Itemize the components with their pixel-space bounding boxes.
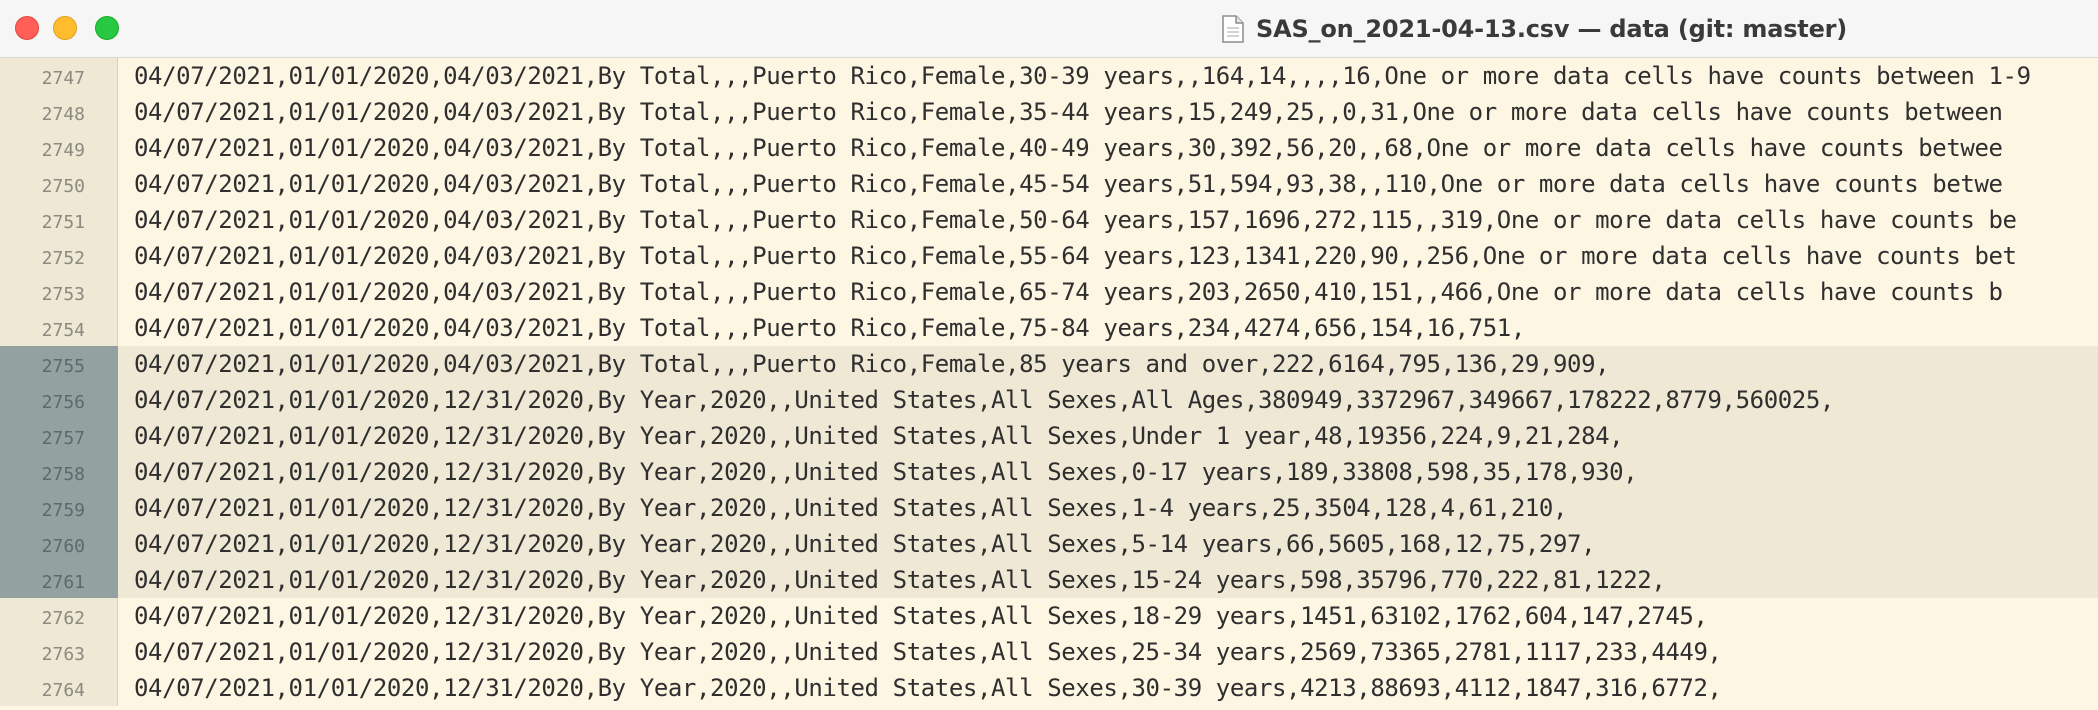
line-number: 2756 [0,382,118,418]
editor-line[interactable]: 2749 04/07/2021,01/01/2020,04/03/2021,By … [0,130,2098,166]
line-number: 2759 [0,490,118,526]
zoom-icon[interactable] [95,16,119,40]
document-icon [1222,15,1244,43]
line-text[interactable]: 04/07/2021,01/01/2020,04/03/2021,By Tota… [134,98,2003,126]
line-number: 2748 [0,94,118,130]
line-text[interactable]: 04/07/2021,01/01/2020,04/03/2021,By Tota… [134,170,2003,198]
editor-line[interactable]: 2752 04/07/2021,01/01/2020,04/03/2021,By … [0,238,2098,274]
line-text[interactable]: 04/07/2021,01/01/2020,12/31/2020,By Year… [118,382,2098,418]
line-text[interactable]: 04/07/2021,01/01/2020,12/31/2020,By Year… [118,562,2098,598]
editor-line[interactable]: 2764 04/07/2021,01/01/2020,12/31/2020,By … [0,670,2098,706]
line-text[interactable]: 04/07/2021,01/01/2020,12/31/2020,By Year… [118,526,2098,562]
editor-line[interactable]: 2761 04/07/2021,01/01/2020,12/31/2020,By … [0,562,2098,598]
line-number: 2760 [0,526,118,562]
line-number: 2751 [0,202,118,238]
line-text[interactable]: 04/07/2021,01/01/2020,12/31/2020,By Year… [134,602,1708,630]
line-text[interactable]: 04/07/2021,01/01/2020,04/03/2021,By Tota… [134,242,2017,270]
editor-line[interactable]: 2759 04/07/2021,01/01/2020,12/31/2020,By … [0,490,2098,526]
line-text[interactable]: 04/07/2021,01/01/2020,04/03/2021,By Tota… [134,134,2003,162]
line-text[interactable]: 04/07/2021,01/01/2020,04/03/2021,By Tota… [134,206,2017,234]
line-text[interactable]: 04/07/2021,01/01/2020,12/31/2020,By Year… [118,418,2098,454]
text-editor[interactable]: 2747 04/07/2021,01/01/2020,04/03/2021,By … [0,58,2098,710]
editor-line[interactable]: 2751 04/07/2021,01/01/2020,04/03/2021,By … [0,202,2098,238]
line-text[interactable]: 04/07/2021,01/01/2020,12/31/2020,By Year… [118,490,2098,526]
editor-line[interactable]: 2748 04/07/2021,01/01/2020,04/03/2021,By … [0,94,2098,130]
editor-line[interactable]: 2754 04/07/2021,01/01/2020,04/03/2021,By … [0,310,2098,346]
line-number: 2752 [0,238,118,274]
line-number: 2754 [0,310,118,346]
editor-line[interactable]: 2756 04/07/2021,01/01/2020,12/31/2020,By … [0,382,2098,418]
editor-line[interactable]: 2762 04/07/2021,01/01/2020,12/31/2020,By … [0,598,2098,634]
line-number: 2753 [0,274,118,310]
line-text[interactable]: 04/07/2021,01/01/2020,04/03/2021,By Tota… [134,62,2031,90]
minimize-icon[interactable] [53,16,77,40]
line-text[interactable]: 04/07/2021,01/01/2020,12/31/2020,By Year… [118,454,2098,490]
editor-line[interactable]: 2758 04/07/2021,01/01/2020,12/31/2020,By … [0,454,2098,490]
line-number: 2747 [0,58,118,94]
editor-line[interactable]: 2747 04/07/2021,01/01/2020,04/03/2021,By … [0,58,2098,94]
line-text[interactable]: 04/07/2021,01/01/2020,04/03/2021,By Tota… [134,278,2003,306]
line-number: 2761 [0,562,118,598]
editor-line[interactable]: 2757 04/07/2021,01/01/2020,12/31/2020,By … [0,418,2098,454]
window-title: SAS_on_2021-04-13.csv — data (git: maste… [1256,15,1848,43]
editor-line[interactable]: 2753 04/07/2021,01/01/2020,04/03/2021,By … [0,274,2098,310]
line-number: 2762 [0,598,118,634]
window-title-group: SAS_on_2021-04-13.csv — data (git: maste… [1222,10,1847,48]
line-number: 2749 [0,130,118,166]
editor-line[interactable]: 2750 04/07/2021,01/01/2020,04/03/2021,By … [0,166,2098,202]
line-text[interactable]: 04/07/2021,01/01/2020,04/03/2021,By Tota… [134,314,1525,342]
line-text[interactable]: 04/07/2021,01/01/2020,04/03/2021,By Tota… [118,346,2098,382]
line-number: 2758 [0,454,118,490]
line-number: 2757 [0,418,118,454]
editor-line[interactable]: 2760 04/07/2021,01/01/2020,12/31/2020,By … [0,526,2098,562]
title-bar[interactable]: SAS_on_2021-04-13.csv — data (git: maste… [0,0,2098,58]
line-text[interactable]: 04/07/2021,01/01/2020,12/31/2020,By Year… [134,638,1722,666]
line-number: 2755 [0,346,118,382]
line-number: 2764 [0,670,118,706]
line-number: 2763 [0,634,118,670]
close-icon[interactable] [15,16,39,40]
editor-line[interactable]: 2763 04/07/2021,01/01/2020,12/31/2020,By … [0,634,2098,670]
line-number: 2750 [0,166,118,202]
line-text[interactable]: 04/07/2021,01/01/2020,12/31/2020,By Year… [134,674,1722,702]
editor-line[interactable]: 2755 04/07/2021,01/01/2020,04/03/2021,By … [0,346,2098,382]
